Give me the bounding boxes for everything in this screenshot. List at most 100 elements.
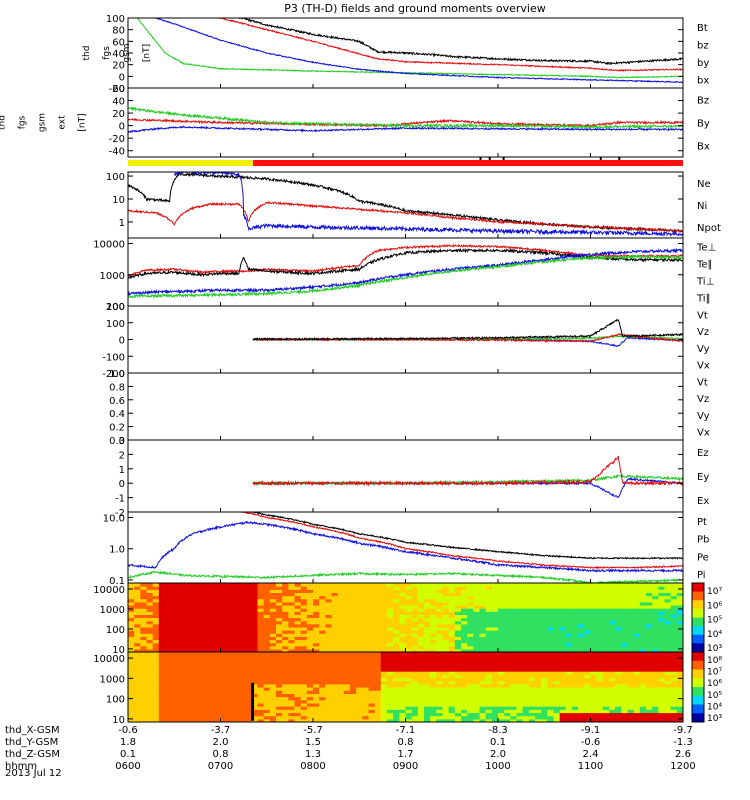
spectrogram-cell	[387, 617, 394, 622]
time-axis-row-label: thd_X-GSM	[5, 725, 60, 736]
spectrogram-cell	[380, 608, 388, 612]
colorbar-tick-label: 10⁷	[707, 668, 722, 678]
spectrogram-cell	[596, 671, 604, 675]
spectrogram-cell	[448, 608, 456, 612]
spectrogram-cell	[578, 620, 585, 625]
spectrogram-cell	[473, 645, 481, 650]
spectrogram-cell	[467, 677, 474, 682]
spectrogram-cell	[559, 636, 567, 641]
spectrogram-cell	[165, 655, 172, 659]
spectrogram-cell	[405, 687, 413, 691]
spectrogram-cell	[559, 583, 567, 587]
spectrogram-cell	[362, 664, 370, 669]
spectrogram-cell	[424, 642, 431, 647]
spectrogram-cell	[627, 677, 635, 682]
spectrogram-cell	[448, 661, 456, 666]
spectrogram-cell	[676, 687, 683, 691]
spectrogram-cell	[590, 617, 598, 622]
spectrogram-cell	[528, 639, 536, 644]
spectrogram-cell	[239, 683, 246, 688]
spectrogram-cell	[516, 658, 524, 663]
spectrogram-cell	[602, 604, 610, 609]
spectrogram-cell	[430, 595, 437, 600]
spectrogram-cell	[356, 671, 363, 675]
spectrogram-cell	[411, 589, 419, 594]
spectrogram-cell	[276, 598, 283, 603]
spectrogram-cell	[473, 667, 481, 672]
y-tick-label: 0	[119, 122, 125, 133]
mode-bar	[128, 157, 683, 166]
spectrogram-cell	[140, 598, 148, 603]
spectrogram-cell	[158, 687, 166, 691]
legend-entry: Vt	[697, 310, 708, 321]
spectrogram-cell	[627, 639, 635, 644]
spectrogram-cell	[664, 614, 672, 619]
spectrogram-cell	[380, 696, 388, 701]
spectrogram-cell	[128, 683, 135, 688]
spectrogram-cell	[171, 604, 178, 609]
spectrogram-cell	[319, 664, 326, 669]
spectrogram-cell	[134, 611, 141, 615]
spectrogram-cell	[399, 693, 407, 698]
spectrogram-cell	[639, 699, 647, 704]
spectrogram-cell	[189, 706, 197, 710]
spectrogram-cell	[387, 655, 394, 659]
spectrogram-cell	[362, 680, 370, 685]
spectrogram-cell	[670, 677, 678, 682]
spectrogram-cell	[442, 655, 450, 659]
spectrogram-cell	[177, 601, 185, 606]
spectrogram-cell	[331, 645, 339, 650]
spectrogram-cell	[393, 683, 400, 688]
spectrogram-cell	[541, 645, 548, 650]
spectrogram-cell	[473, 683, 481, 688]
spectrogram-cell	[430, 690, 437, 694]
spectrogram-cell	[559, 633, 567, 637]
spectrogram-cell	[195, 583, 203, 587]
spectrogram-cell	[220, 702, 228, 707]
spectrogram-cell	[165, 636, 172, 641]
spectrogram-cell	[535, 604, 542, 609]
spectrogram-cell	[269, 611, 277, 615]
spectrogram-cell	[578, 601, 585, 606]
spectrogram-cell	[572, 630, 579, 634]
spectrogram-cell	[578, 589, 585, 594]
spectrogram-cell	[134, 652, 141, 656]
spectrogram-cell	[189, 667, 197, 672]
spectrogram-cell	[232, 702, 240, 707]
spectrogram-cell	[565, 614, 573, 619]
spectrogram-cell	[664, 677, 672, 682]
spectrogram-cell	[652, 709, 659, 714]
y-tick-label: 60	[112, 84, 125, 95]
spectrogram-cell	[220, 608, 228, 612]
spectrogram-cell	[183, 623, 191, 628]
spectrogram-cell	[319, 586, 326, 590]
spectrogram-cell	[565, 583, 573, 587]
spectrogram-cell	[165, 595, 172, 600]
spectrogram-cell	[405, 592, 413, 597]
spectrogram-cell	[134, 715, 141, 720]
spectrogram-cell	[522, 598, 530, 603]
spectrogram-cell	[195, 718, 203, 722]
spectrogram-cell	[208, 614, 215, 619]
spectrogram-cell	[417, 642, 425, 647]
spectrogram-cell	[257, 683, 265, 688]
spectrogram-cell	[368, 712, 376, 717]
spectrogram-cell	[547, 683, 555, 688]
spectrogram-cell	[128, 595, 135, 600]
spectrogram-cell	[368, 680, 376, 685]
spectrogram-cell	[387, 601, 394, 606]
spectrogram-cell	[226, 652, 234, 656]
spectrogram-cell	[300, 633, 308, 637]
spectrogram-cell	[485, 636, 493, 641]
spectrogram-cell	[424, 630, 431, 634]
spectrogram-cell	[226, 671, 234, 675]
spectrogram-cell	[368, 699, 376, 704]
spectrogram-cell	[276, 648, 283, 652]
spectrogram-cell	[232, 715, 240, 720]
spectrogram-cell	[430, 655, 437, 659]
spectrogram-cell	[467, 661, 474, 666]
spectrogram-cell	[325, 614, 333, 619]
spectrogram-cell	[602, 712, 610, 717]
